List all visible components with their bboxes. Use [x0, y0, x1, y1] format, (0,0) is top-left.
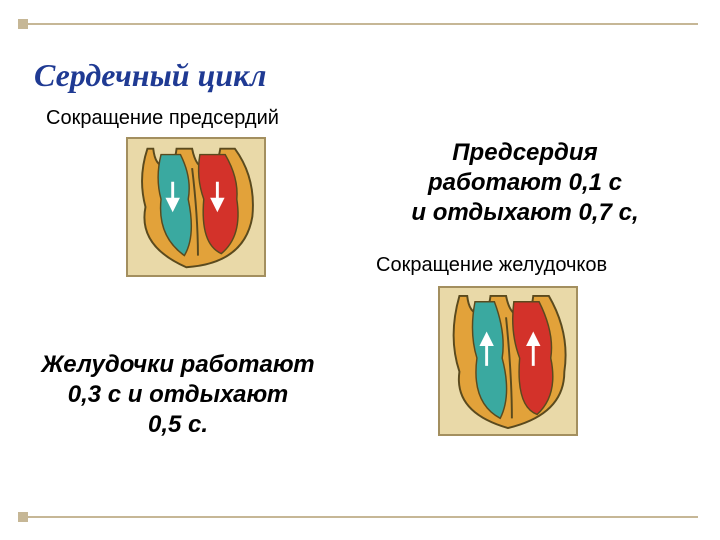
- atria-text-line1: Предсердия: [452, 139, 597, 166]
- diagram-atria: [126, 137, 266, 277]
- ventricles-text-line2: 0,3 с и отдыхают: [68, 381, 289, 408]
- diagram-ventricles: [438, 286, 578, 436]
- ventricles-text-line3: 0,5 с.: [148, 411, 208, 438]
- atria-text: Предсердия работают 0,1 с и отдыхают 0,7…: [360, 138, 690, 228]
- ventricles-text-line1: Желудочки работают: [41, 351, 314, 378]
- caption-ventricles: Сокращение желудочков: [376, 254, 607, 277]
- decor-bottom-square: [18, 512, 28, 522]
- atria-text-line2: работают 0,1 с: [428, 169, 622, 196]
- decor-bottom-line: [22, 516, 698, 518]
- decor-top-line: [22, 23, 698, 25]
- atria-text-line3: и отдыхают 0,7 с,: [411, 199, 638, 226]
- slide-title: Сердечный цикл: [34, 57, 266, 94]
- decor-top-square: [18, 19, 28, 29]
- caption-atria: Сокращение предсердий: [46, 107, 279, 130]
- ventricles-text: Желудочки работают 0,3 с и отдыхают 0,5 …: [28, 350, 328, 440]
